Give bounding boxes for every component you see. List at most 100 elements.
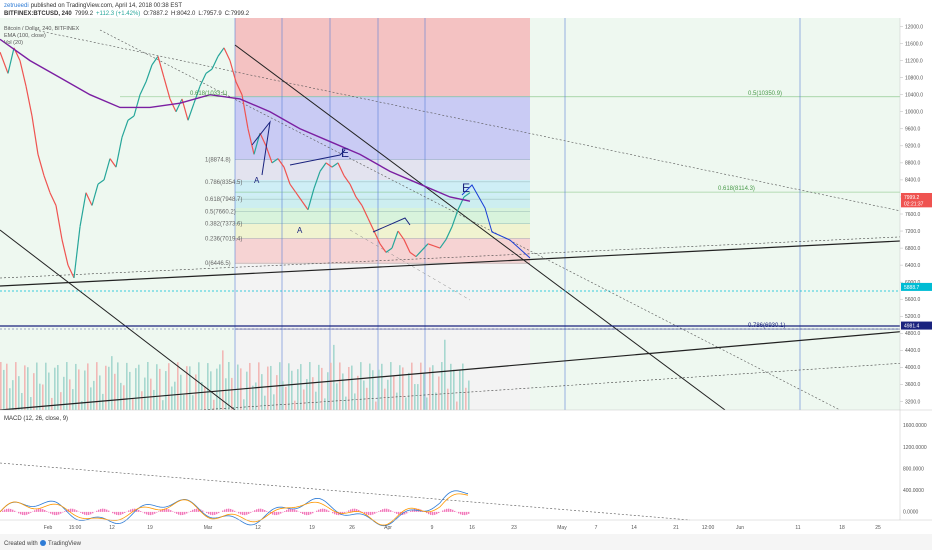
time-tick-label: 11 <box>795 525 800 531</box>
volume-bar <box>117 362 119 410</box>
footer-brand[interactable]: TradingView <box>48 541 82 547</box>
volume-bar <box>36 363 38 410</box>
volume-bar <box>462 364 464 410</box>
macd-panel <box>0 410 900 520</box>
macd-histogram-bar <box>82 512 83 514</box>
volume-bar <box>228 362 230 410</box>
volume-bar <box>249 363 251 410</box>
price-tick-label: 12000.0 <box>905 24 923 30</box>
time-tick-label: 12 <box>255 525 261 531</box>
volume-bar <box>378 370 380 410</box>
volume-bar <box>453 370 455 410</box>
macd-histogram-bar <box>262 509 263 512</box>
volume-bar <box>132 399 134 410</box>
volume-bar <box>141 391 143 410</box>
macd-histogram-bar <box>276 512 277 515</box>
volume-bar <box>174 382 176 410</box>
macd-histogram-bar <box>372 512 373 515</box>
macd-histogram-bar <box>428 512 429 514</box>
macd-histogram-bar <box>254 510 255 512</box>
legend-series: Bitcoin / Dollar, 240, BITFINEX <box>4 26 80 32</box>
volume-bar <box>6 364 8 410</box>
macd-histogram-bar <box>208 512 209 514</box>
volume-bar <box>0 362 2 410</box>
macd-histogram-bar <box>104 509 105 512</box>
macd-tick-label: 400.0000 <box>903 488 924 494</box>
macd-histogram-bar <box>154 512 155 514</box>
volume-bar <box>30 397 32 410</box>
volume-bar <box>264 396 266 410</box>
volume-bar <box>24 365 26 410</box>
macd-histogram-bar <box>30 512 31 513</box>
volume-bar <box>387 380 389 410</box>
fib-level-label: 0.236(7019.4) <box>205 237 242 243</box>
volume-bar <box>183 395 185 410</box>
macd-tick-label: 1200.0000 <box>903 445 927 451</box>
time-tick-label: 19 <box>147 525 153 531</box>
price-tick-label: 6400.0 <box>905 263 921 269</box>
macd-histogram-bar <box>172 511 173 512</box>
macd-histogram-bar <box>378 511 379 512</box>
macd-histogram-bar <box>326 510 327 512</box>
macd-histogram-bar <box>140 511 141 512</box>
volume-bar <box>321 368 323 410</box>
macd-tick-label: 1600.0000 <box>903 423 927 429</box>
volume-bar <box>312 377 314 410</box>
volume-bar <box>297 369 299 410</box>
volume-bar <box>273 394 275 410</box>
price-tick-label: 6800.0 <box>905 246 921 252</box>
macd-histogram-bar <box>118 512 119 515</box>
macd-histogram-bar <box>450 509 451 512</box>
time-tick-label: Mar <box>204 525 213 531</box>
time-tick-label: Jun <box>736 525 744 531</box>
volume-bar <box>372 370 374 410</box>
macd-histogram-bar <box>214 512 215 515</box>
macd-histogram-bar <box>174 512 175 513</box>
volume-bar <box>441 362 443 410</box>
volume-bar <box>129 372 131 410</box>
volume-bar <box>72 389 74 410</box>
macd-histogram-bar <box>158 511 159 512</box>
macd-histogram-bar <box>56 512 57 515</box>
zone-left-green <box>0 18 235 410</box>
macd-histogram-bar <box>390 510 391 512</box>
macd-histogram-bar <box>106 510 107 512</box>
price-tick-label: 5200.0 <box>905 314 921 320</box>
price-tick-label: 9200.0 <box>905 144 921 150</box>
time-tick-label: 16 <box>469 525 475 531</box>
volume-bar <box>390 362 392 410</box>
wave-label-e2: E <box>462 181 470 195</box>
volume-bar <box>327 372 329 410</box>
volume-bar <box>339 362 341 410</box>
volume-bar <box>255 382 257 410</box>
volume-bar <box>288 363 290 410</box>
price-tick-label: 4000.0 <box>905 365 921 371</box>
header-published: published on TradingView.com, April 14, … <box>31 3 183 9</box>
volume-bar <box>60 392 62 410</box>
macd-histogram-bar <box>148 512 149 515</box>
macd-histogram-bar <box>374 512 375 514</box>
volume-bar <box>156 364 158 410</box>
volume-bar <box>111 356 113 410</box>
fib-zone-blue <box>235 96 530 160</box>
macd-histogram-bar <box>186 512 187 514</box>
macd-histogram-bar <box>28 512 29 514</box>
macd-histogram-bar <box>350 509 351 512</box>
fib-extension-label: 0.5(10350.9) <box>748 91 782 97</box>
macd-histogram-bar <box>44 510 45 512</box>
volume-bar <box>270 366 272 410</box>
macd-histogram-bar <box>430 512 431 515</box>
volume-bar <box>90 387 92 410</box>
macd-histogram-bar <box>388 509 389 512</box>
volume-bar <box>147 362 149 410</box>
fib-band-0786 <box>235 180 530 196</box>
header-username[interactable]: zetrueedi <box>4 3 29 9</box>
macd-histogram-bar <box>18 512 19 513</box>
macd-histogram-bar <box>324 509 325 512</box>
macd-histogram-bar <box>178 512 179 515</box>
macd-histogram-bar <box>462 512 463 515</box>
volume-bar <box>9 388 11 410</box>
macd-histogram-bar <box>286 510 287 512</box>
